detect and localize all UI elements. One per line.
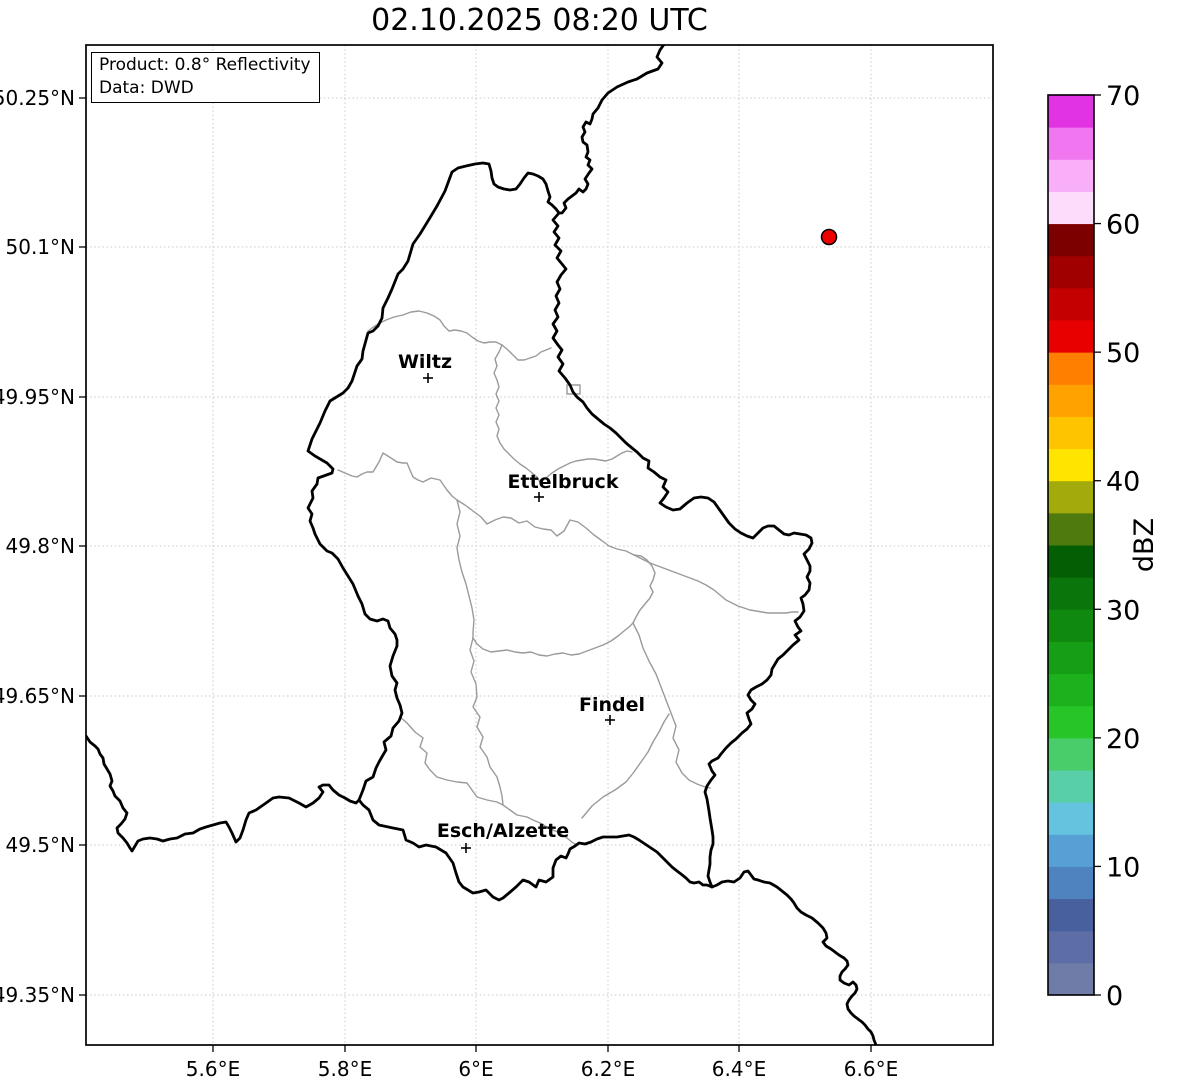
district-border [632,622,711,789]
colorbar-segment [1048,384,1094,417]
axis-tick-labels: 5.6°E 5.8°E 6°E 6.2°E 6.4°E 6.6°E 50.25°N 50.1°… [0,86,898,1081]
product-info-box: Product: 0.8° Reflectivity Data: DWD [91,52,320,104]
x-tick-label: 6°E [458,1057,493,1081]
radar-echo-point [820,228,838,246]
colorbar-segment [1048,641,1094,675]
colorbar-segment [1048,223,1094,257]
y-tick-label: 49.95°N [0,385,75,409]
colorbar-segment [1048,737,1094,771]
colorbar-segment [1048,545,1094,578]
colorbar-tick-label: 50 [1106,338,1140,369]
city-label: Wiltz [398,351,452,373]
figure-title: 02.10.2025 08:20 UTC [371,3,708,38]
colorbar-segment [1048,866,1094,900]
colorbar-segment [1048,480,1094,514]
map-frame [85,44,994,1046]
colorbar: 0 10 20 30 40 50 60 70 dBZ [1047,81,1160,1012]
colorbar-segment [1048,770,1094,803]
colorbar-segment [1048,930,1094,964]
district-border [633,554,799,614]
x-tick-label: 5.8°E [318,1057,372,1081]
colorbar-tick-label: 20 [1106,724,1140,755]
district-border [469,637,579,846]
colorbar-axis-label: dBZ [1129,518,1160,572]
x-tick-label: 6.4°E [712,1057,766,1081]
y-tick-label: 50.1°N [6,235,76,259]
product-info-line1: Product: 0.8° Reflectivity [99,55,311,75]
colorbar-segment [1048,705,1094,739]
city-marker [461,843,471,853]
colorbar-segment [1048,191,1094,225]
axis-ticks [79,97,872,1052]
belgium-germany-border [557,45,666,215]
colorbar-segment [1048,287,1094,321]
x-tick-label: 6.2°E [581,1057,635,1081]
colorbar-outline [1047,94,1095,996]
gridlines [86,45,993,1045]
colorbar-tick-label: 0 [1106,981,1123,1012]
map-borders [86,45,878,1045]
district-border [493,344,541,483]
x-tick-label: 6.6°E [844,1057,898,1081]
product-info-line2: Data: DWD [99,77,194,98]
district-border [632,554,656,624]
city-marker [534,492,544,502]
colorbar-tick-label: 30 [1106,595,1140,626]
district-border [566,384,581,395]
y-tick-label: 49.65°N [0,684,75,708]
colorbar-segment [1048,673,1094,707]
city-annotations: Wiltz Ettelbruck Findel Esch/Alzette [398,351,645,853]
colorbar-segment [1048,416,1094,450]
district-border [367,310,552,361]
colorbar-segment [1048,448,1094,482]
y-tick-label: 49.8°N [6,534,76,558]
colorbar-segment [1048,609,1094,642]
colorbar-segment [1048,834,1094,867]
y-tick-label: 49.5°N [6,833,76,857]
colorbar-tick-label: 10 [1106,852,1140,883]
colorbar-segment [1048,255,1094,289]
district-border [399,716,504,806]
district-border [337,452,458,501]
france-germany-border [710,869,878,1045]
city-label: Findel [579,694,645,716]
y-tick-label: 50.25°N [0,86,75,110]
city-label: Ettelbruck [508,471,619,493]
colorbar-segment [1048,962,1094,996]
district-border [456,499,475,639]
city-label: Esch/Alzette [437,820,569,842]
colorbar-segment [1048,95,1094,128]
y-tick-label: 49.35°N [0,983,75,1007]
colorbar-segment [1048,352,1094,385]
france-belgium-border [86,734,361,853]
city-marker [423,373,433,383]
district-border [539,450,633,483]
district-border [456,499,635,556]
colorbar-tick-label: 70 [1106,81,1140,112]
district-border [472,622,634,657]
colorbar-segment [1048,127,1094,160]
luxembourg-border [306,161,814,902]
district-border [581,713,670,819]
colorbar-segment [1048,898,1094,932]
colorbar-segment [1048,320,1094,353]
colorbar-segment [1048,577,1094,610]
colorbar-tick-label: 60 [1106,210,1140,241]
colorbar-segment [1048,159,1094,192]
city-marker [605,715,615,725]
colorbar-segment [1048,512,1094,546]
x-tick-label: 5.6°E [186,1057,240,1081]
colorbar-tick-label: 40 [1106,467,1140,498]
colorbar-segment [1048,802,1094,835]
